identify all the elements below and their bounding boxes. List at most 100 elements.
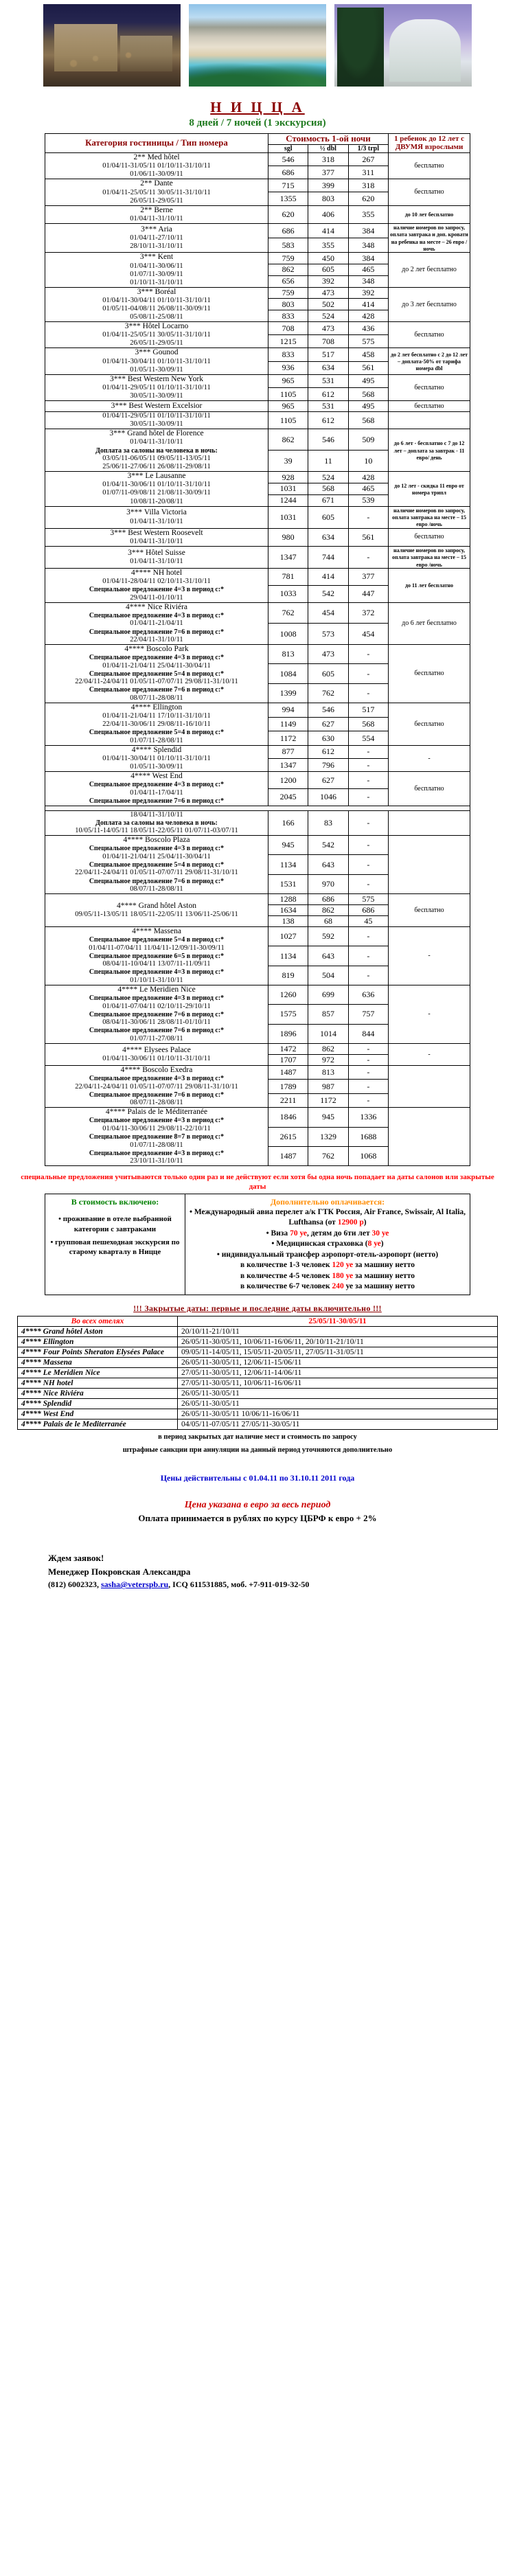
hotel-name: 3*** Aria [141,225,172,233]
table-row: 583 355 348 [45,238,470,253]
table-row: 686 377 311 [45,166,470,180]
hotel-name: 3*** Kent [139,253,174,262]
price-sgl: 965 [267,374,309,388]
date-range-line: 01/04/11-21/04/11 25/04/11-30/04/11 [102,852,211,860]
special-offer-line: Специальное предложение 6=5 в период с:* [89,952,225,960]
date-range-line: 01/04/11-29/05/11 01/10/11-31/10/11 [102,412,211,420]
table-row: 936 634 561 [45,361,470,375]
price-sgl: 138 [267,915,309,928]
price-dbl: 473 [308,286,349,299]
price-trpl: 568 [347,387,389,402]
closed-row: 4**** Splendid 26/05/11-30/05/11 [17,1398,498,1409]
price-sgl: 1846 [267,1107,309,1128]
table-row: 1789 987- [45,1079,470,1094]
price-trpl: - [347,874,389,895]
date-range-line: 01/07/11-28/08/11 [130,736,183,744]
closed-row: 4**** Ellington 26/05/11-30/05/11, 10/06/… [17,1336,498,1347]
contact-email-link[interactable]: sasha@veterspb.ru [101,1580,169,1590]
table-header-row: Категория гостиницы / Тип номера Стоимос… [45,133,470,153]
date-range-line: 23/10/11-31/10/11 [130,1157,183,1165]
special-offer-line: Специальное предложение 4=3 в период с:* [89,845,225,853]
price-trpl: - [347,854,389,875]
table-row: 01/04/11-29/05/11 01/10/11-31/10/11 30/05… [45,411,470,430]
table-row: 39 11 10 [45,450,470,472]
closed-dates: 26/05/11-30/05/11 [177,1387,498,1399]
table-row: 3*** Best Western Excelsior 965 531 495 бесп… [45,400,470,413]
price-sgl: 715 [267,179,309,193]
price-sgl: 620 [267,205,309,224]
date-range-line: 05/08/11-25/08/11 [130,313,183,321]
child-policy-cell [388,411,470,430]
table-row: 3*** Grand hôtel de Florence 01/04/11-31/… [45,429,470,472]
price-sgl: 1105 [267,411,309,430]
hotel-category-cell: 4**** Massena Специальное предложение 5=4… [45,926,268,985]
extra-item: • Международный авиа перелет а/к ГТК Рос… [189,1207,466,1227]
date-range-line: 08/07/11-28/08/11 [130,885,183,893]
price-dbl: 392 [308,275,349,288]
table-row: 2** Berne 01/04/11-31/10/11 620 406 355 до 10… [45,205,470,224]
price-trpl: 509 [347,429,389,451]
special-offer-line: Специальное предложение 7=6 в период с:* [89,686,225,694]
hotel-category-cell: 3*** Grand hôtel de Florence 01/04/11-31/… [45,429,268,472]
date-range-line: 01/04/11-27/10/11 [130,234,183,242]
closed-hotel: 4**** Four Points Sheraton Elysées Palac… [17,1346,178,1358]
closed-row: 4**** Palais de le Mediterranée 04/05/11-… [17,1418,498,1430]
hotel-category-cell: 2** Berne 01/04/11-31/10/11 [45,205,268,224]
price-sgl: 2211 [267,1093,309,1108]
page-title: Н И Ц Ц А [210,99,305,115]
price-sgl: 1008 [267,623,309,646]
price-trpl: 757 [347,1004,389,1025]
hotel-category-cell: 3*** Hôtel Suisse 01/04/11-31/10/11 [45,545,268,569]
date-range-line: 01/04/11-28/04/11 02/10/11-31/10/11 [102,578,211,586]
hotel-name: 3*** Hôtel Locarno [124,322,189,331]
price-sgl: 1531 [267,874,309,895]
table-row: 3*** Villa Victoria 01/04/11-31/10/11 1031… [45,505,470,529]
price-dbl: 1172 [308,1093,349,1108]
closed-hotel: 4**** Massena [17,1356,178,1368]
price-trpl: 458 [347,347,389,362]
date-range-line: 01/04/11-21/04/11 17/10/11-31/10/11 [102,712,211,720]
included-cell: В стоимость включено: • проживание в оте… [45,1193,185,1295]
table-row: 4**** Grand hôtel Aston 09/05/11-13/05/11… [45,893,470,928]
hotel-name: 4**** Splendid [131,745,182,754]
table-row: 1149 627 568 [45,716,470,732]
price-dbl: 972 [308,1053,349,1066]
date-range-line: 01/05/11-30/09/11 [130,763,183,771]
table-row: 1531 970- [45,874,470,895]
extra-item: в количестве 1-3 человек 120 уе за машин… [240,1261,415,1270]
price-dbl: 612 [308,411,349,430]
price-dbl: 627 [308,771,349,789]
price-dbl: 531 [308,374,349,388]
price-dbl: 671 [308,494,349,507]
price-sgl: 1200 [267,771,309,789]
closed-hotel: 4**** Le Meridien Nice [17,1367,178,1378]
price-trpl: - [347,505,389,529]
price-trpl: - [347,835,389,856]
price-dbl: 542 [308,584,349,603]
price-sgl: 877 [267,744,309,760]
date-range-line: 29/04/11-01/10/11 [130,593,183,602]
date-range-line: 03/05/11-06/05/11 09/05/11-13/05/11 [102,455,211,463]
closed-dates: 04/05/11-07/05/11 27/05/11-30/05/11 [177,1418,498,1430]
price-sgl: 1487 [267,1064,309,1080]
price-dbl: 83 [308,810,349,836]
price-dbl: 573 [308,623,349,646]
special-offer-line: Специальное предложение 4=3 в период с:* [89,994,225,1003]
table-row: 4**** NH hotel 01/04/11-28/04/11 02/10/11… [45,567,470,603]
table-row: 1487 762 1068 [45,1145,470,1167]
price-dbl: 355 [308,238,349,253]
child-policy-cell: до 2 лет бесплатно с 2 до 12 лет – допла… [388,347,470,375]
date-range-line: 10/05/11-14/05/11 18/05/11-22/05/11 01/0… [75,827,238,835]
price-dbl: 11 [308,450,349,472]
price-sgl: 936 [267,361,309,375]
price-trpl: 568 [347,411,389,430]
price-trpl: 495 [347,374,389,388]
header-category: Категория гостиницы / Тип номера [45,133,268,153]
date-range-line: 30/05/11-30/09/11 [130,392,183,400]
included-item: • групповая пешеходная экскурсия по стар… [50,1238,180,1257]
table-row: 3*** Boréal 01/04/11-30/04/11 01/10/11-31… [45,286,470,323]
price-dbl: 1046 [308,788,349,806]
contact-line-3: (812) 6002323, sasha@veterspb.ru, ICQ 61… [48,1578,515,1591]
price-dbl: 454 [308,602,349,624]
table-row: 1399 762- [45,683,470,704]
